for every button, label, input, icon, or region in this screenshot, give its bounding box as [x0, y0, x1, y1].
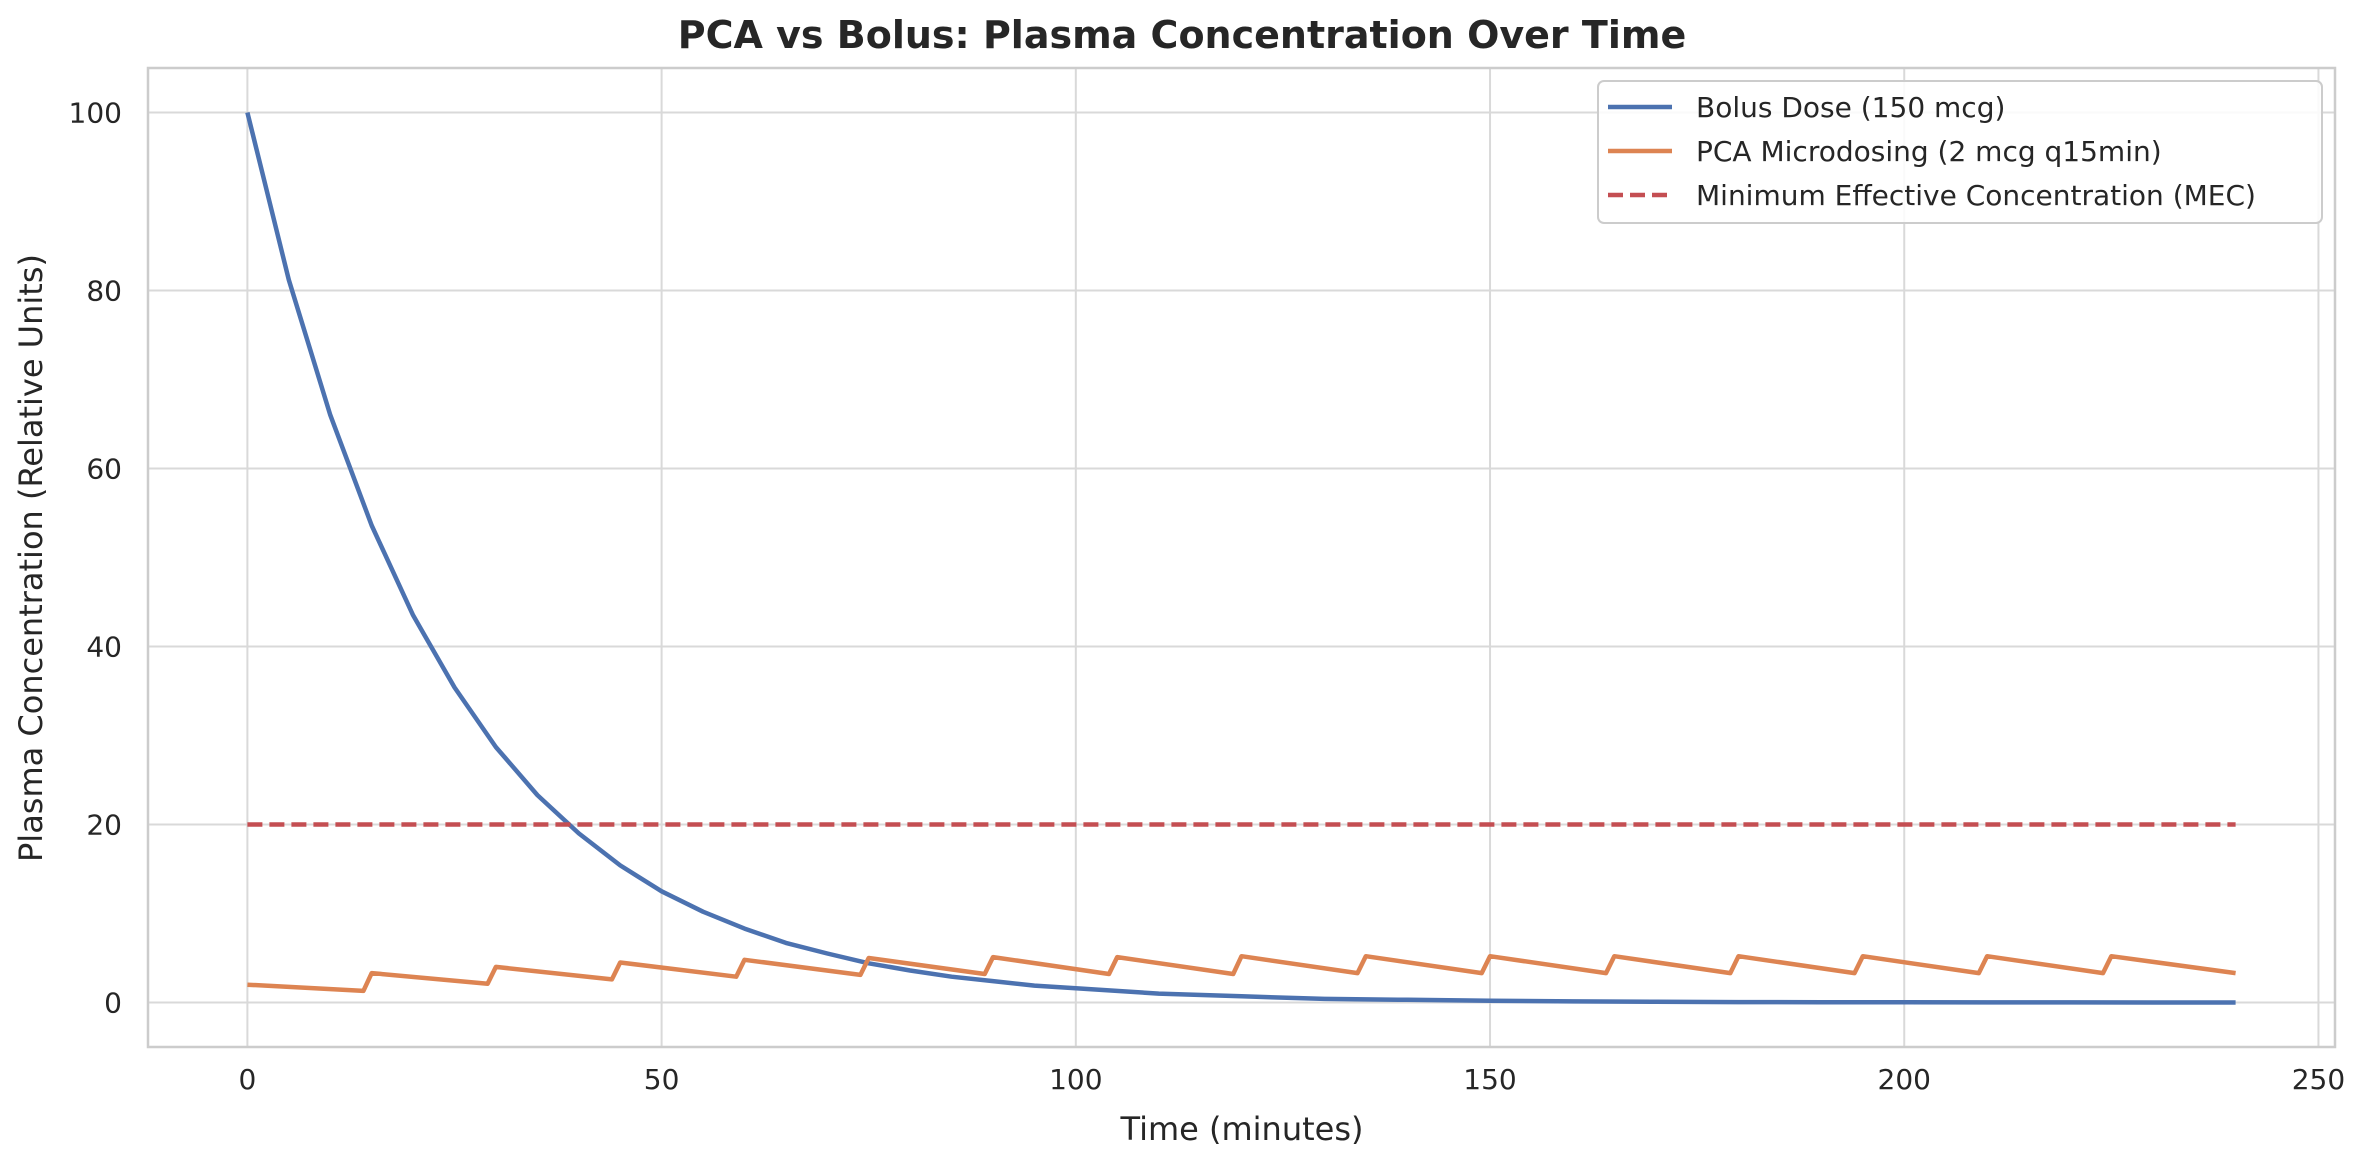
y-tick-label: 100 — [69, 97, 122, 130]
y-tick-label: 80 — [86, 275, 122, 308]
legend-label: Bolus Dose (150 mcg) — [1696, 91, 2005, 124]
x-tick-label: 250 — [2292, 1063, 2345, 1096]
y-axis-label: Plasma Concentration (Relative Units) — [12, 254, 50, 862]
grid — [148, 68, 2335, 1047]
series-line-1 — [245, 111, 2236, 1005]
legend-box — [1597, 80, 2323, 224]
x-axis-label: Time (minutes) — [1120, 1110, 1364, 1148]
y-tick-label: 60 — [86, 453, 122, 486]
x-tick-label: 100 — [1049, 1063, 1102, 1096]
y-tick-label: 40 — [86, 631, 122, 664]
y-tick-label: 0 — [104, 987, 122, 1020]
x-tick-label: 200 — [1878, 1063, 1931, 1096]
series-line-2 — [247, 953, 2236, 994]
axis-ticks: 0 50 100 150 200 250 0 20 40 60 80 100 — [69, 97, 2346, 1097]
legend-label: PCA Microdosing (2 mcg q15min) — [1696, 135, 2162, 168]
chart-title: PCA vs Bolus: Plasma Concentration Over … — [678, 13, 1686, 57]
x-tick-label: 50 — [644, 1063, 680, 1096]
legend: Bolus Dose (150 mcg) PCA Microdosing (2 m… — [1597, 80, 2323, 224]
x-tick-label: 0 — [238, 1063, 256, 1096]
series-group — [245, 111, 2236, 1005]
y-tick-label: 20 — [86, 809, 122, 842]
x-tick-label: 150 — [1463, 1063, 1516, 1096]
plot-frame — [146, 66, 2337, 1049]
legend-label: Minimum Effective Concentration (MEC) — [1696, 179, 2256, 212]
